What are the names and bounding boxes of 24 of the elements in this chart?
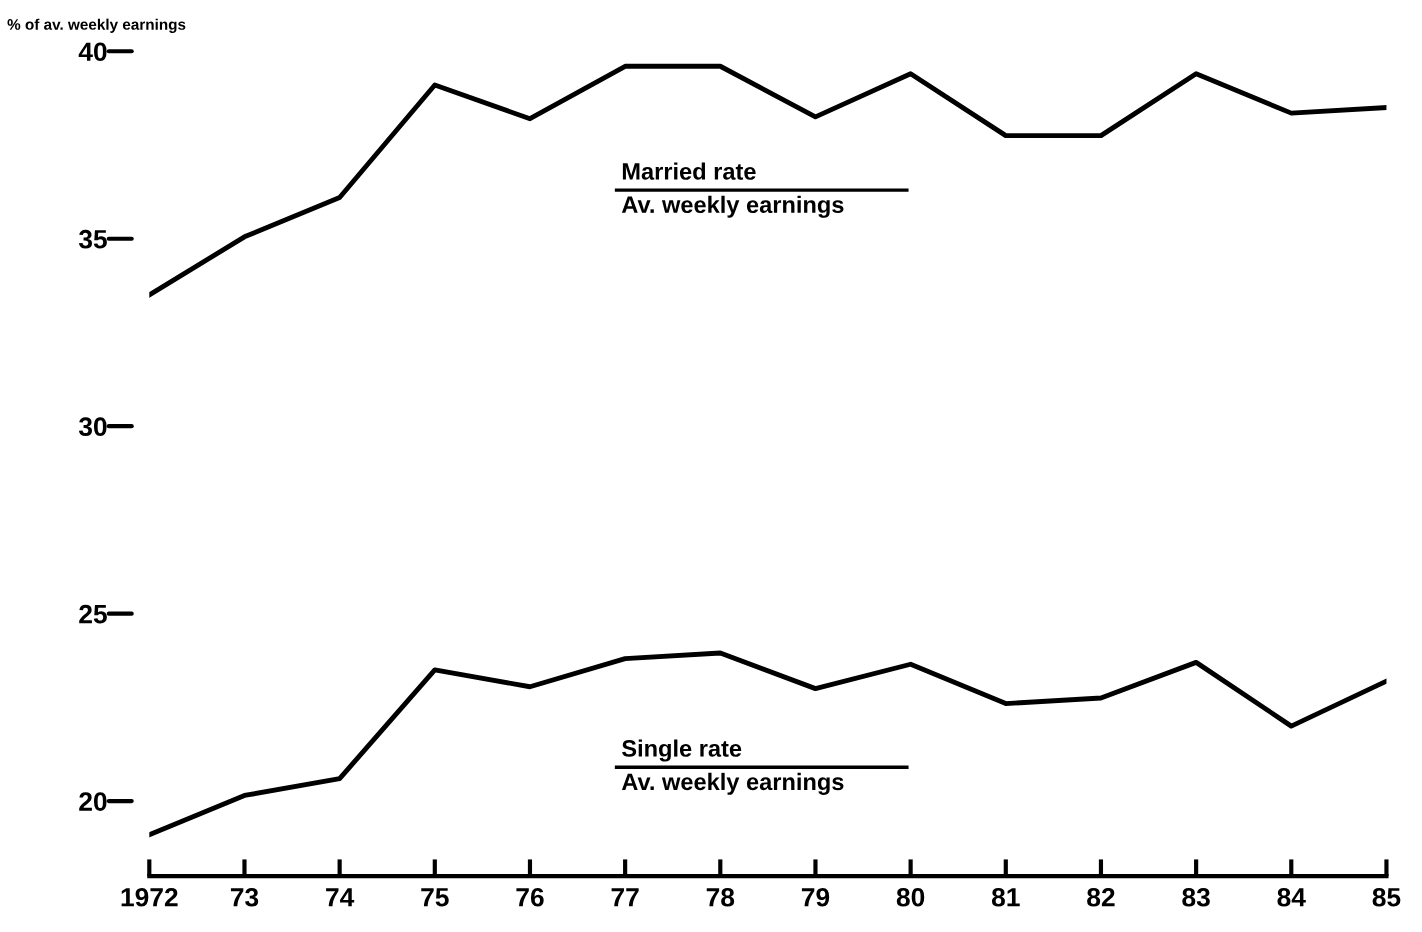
x-tick-label: 84 bbox=[1277, 887, 1306, 907]
x-tick-label: 85 bbox=[1372, 887, 1401, 907]
x-tick-label: 78 bbox=[706, 887, 735, 907]
x-tick-label: 80 bbox=[896, 887, 925, 907]
line-series bbox=[149, 63, 1387, 298]
text: Married rate Av. weekly earnings bbox=[621, 162, 844, 218]
x-tick-label: 77 bbox=[611, 888, 639, 907]
x-tick-label: 75 bbox=[421, 888, 449, 907]
x-tick-label: 74 bbox=[326, 888, 355, 907]
x-tick-label: 73 bbox=[230, 887, 259, 907]
x-tick-label: 76 bbox=[516, 887, 544, 907]
x-tick-label: 79 bbox=[801, 887, 830, 907]
y-tick-label: 30 bbox=[78, 417, 107, 437]
x-tick-label: 82 bbox=[1087, 887, 1115, 907]
y-tick-label: 20 bbox=[79, 792, 107, 811]
x-tick-label: 1972 bbox=[121, 887, 178, 907]
y-tick-label: 25 bbox=[79, 604, 107, 624]
x-tick-label: 83 bbox=[1182, 887, 1210, 907]
line-series bbox=[149, 650, 1387, 838]
y-tick-label: 40 bbox=[78, 42, 107, 62]
y-axis-title: % of av. weekly earnings bbox=[7, 18, 186, 33]
y-tick-label: 35 bbox=[78, 229, 107, 249]
text: Single rate Av. weekly earnings bbox=[621, 739, 844, 795]
x-tick-label: 81 bbox=[991, 887, 1020, 907]
